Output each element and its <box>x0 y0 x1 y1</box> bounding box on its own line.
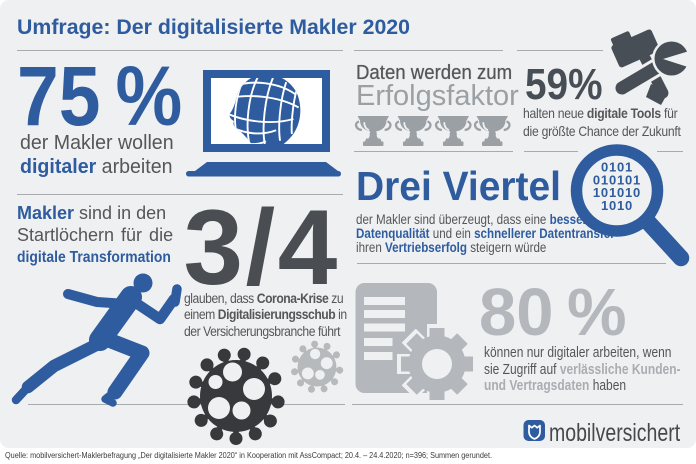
svg-text:101010: 101010 <box>593 185 641 200</box>
svg-text:0101: 0101 <box>601 160 633 175</box>
svg-text:010101: 010101 <box>593 172 641 187</box>
svg-text:1010: 1010 <box>601 198 633 213</box>
